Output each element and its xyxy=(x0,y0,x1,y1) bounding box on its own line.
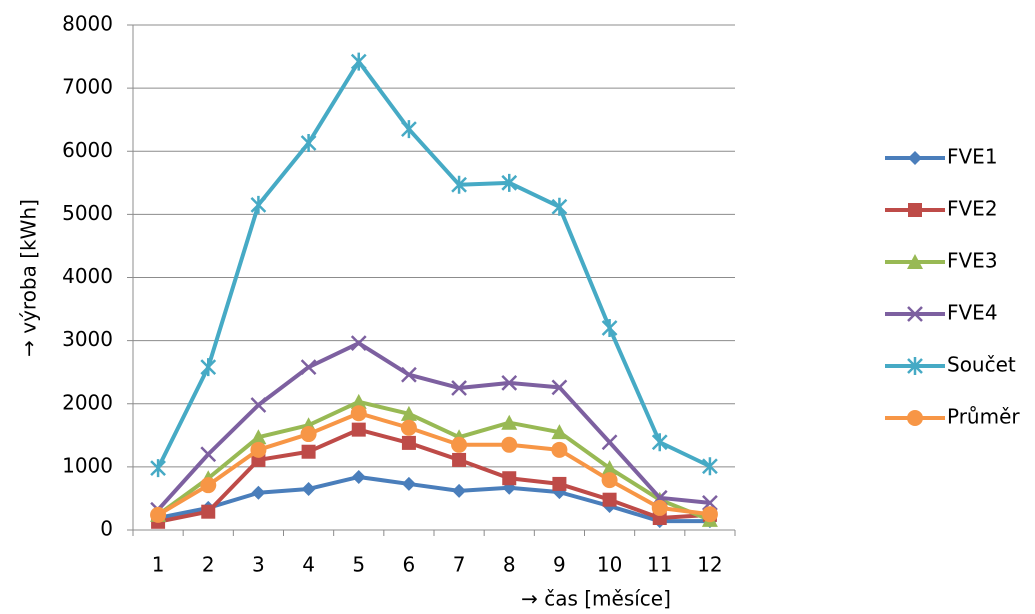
x-tick-label: 11 xyxy=(647,553,672,577)
x-tick-label: 2 xyxy=(202,553,215,577)
marker xyxy=(501,436,518,453)
y-tick-label: 7000 xyxy=(62,75,113,99)
marker xyxy=(701,506,718,523)
marker xyxy=(250,397,267,413)
x-tick-label: 1 xyxy=(152,553,165,577)
marker xyxy=(400,405,417,421)
marker xyxy=(501,414,518,430)
marker xyxy=(601,472,618,489)
marker xyxy=(150,506,167,523)
series-line xyxy=(157,411,711,517)
marker xyxy=(400,419,417,436)
marker xyxy=(351,422,366,437)
marker xyxy=(150,459,166,478)
legend-marker xyxy=(907,306,923,322)
marker xyxy=(350,52,367,71)
marker xyxy=(452,452,467,467)
series-line xyxy=(156,59,711,470)
marker xyxy=(601,319,618,337)
marker xyxy=(300,426,317,443)
series-line xyxy=(157,427,711,524)
marker xyxy=(552,476,567,491)
marker xyxy=(602,492,617,507)
marker xyxy=(401,120,417,139)
marker xyxy=(350,393,367,409)
y-tick-label: 4000 xyxy=(62,264,113,288)
y-tick-label: 5000 xyxy=(62,201,113,225)
marker xyxy=(201,504,216,519)
y-tick-label: 1000 xyxy=(62,453,113,477)
marker xyxy=(401,366,417,383)
marker xyxy=(451,380,467,396)
y-axis-label: → výroba [kWh] xyxy=(17,199,41,357)
legend-marker xyxy=(907,357,923,375)
marker xyxy=(200,477,217,494)
marker xyxy=(651,499,668,516)
x-tick-label: 6 xyxy=(403,553,416,577)
y-tick-label: 2000 xyxy=(62,390,113,414)
marker xyxy=(350,335,367,352)
marker xyxy=(502,471,517,486)
marker xyxy=(451,175,467,194)
marker xyxy=(702,494,718,511)
marker xyxy=(452,483,467,498)
x-tick-label: 12 xyxy=(697,553,722,577)
marker xyxy=(401,476,416,491)
marker xyxy=(200,358,217,377)
legend-label: FVE1 xyxy=(947,145,998,169)
x-tick-label: 9 xyxy=(553,553,566,577)
marker xyxy=(250,195,267,214)
y-tick-label: 8000 xyxy=(62,12,113,36)
legend-label: Součet xyxy=(947,353,1016,377)
x-axis-label: → čas [měsíce] xyxy=(521,587,671,611)
x-tick-label: 4 xyxy=(302,553,315,577)
legend-marker xyxy=(907,254,923,269)
series-line xyxy=(156,341,711,512)
series-line xyxy=(157,474,710,524)
legend-label: FVE4 xyxy=(947,301,998,325)
legend-label: FVE2 xyxy=(947,197,998,221)
marker xyxy=(250,429,267,445)
marker xyxy=(551,424,568,440)
legend-marker xyxy=(908,151,922,165)
legend-label: FVE3 xyxy=(947,249,998,273)
series-line xyxy=(156,399,711,522)
x-tick-label: 7 xyxy=(453,553,466,577)
marker xyxy=(451,436,468,453)
marker xyxy=(501,375,518,391)
marker xyxy=(601,434,618,451)
marker xyxy=(651,433,668,452)
marker xyxy=(300,359,317,376)
marker xyxy=(251,485,266,500)
marker xyxy=(350,405,367,422)
marker xyxy=(300,134,317,153)
marker xyxy=(551,441,568,458)
marker xyxy=(301,481,316,496)
x-tick-label: 5 xyxy=(352,553,365,577)
x-tick-label: 10 xyxy=(597,553,622,577)
legend-marker xyxy=(908,203,922,217)
y-tick-label: 0 xyxy=(100,517,113,541)
y-tick-label: 6000 xyxy=(62,138,113,162)
marker xyxy=(601,460,618,476)
y-tick-label: 3000 xyxy=(62,327,113,351)
legend-label: Průměr xyxy=(947,405,1020,429)
marker xyxy=(551,379,568,396)
x-tick-label: 8 xyxy=(503,553,516,577)
marker xyxy=(301,444,316,459)
legend-marker xyxy=(907,410,923,426)
marker xyxy=(250,441,267,458)
marker xyxy=(501,173,518,192)
marker xyxy=(351,469,366,484)
x-tick-label: 3 xyxy=(252,553,265,577)
marker xyxy=(702,457,718,476)
marker xyxy=(401,435,416,450)
marker xyxy=(551,197,568,216)
marker xyxy=(200,446,217,463)
